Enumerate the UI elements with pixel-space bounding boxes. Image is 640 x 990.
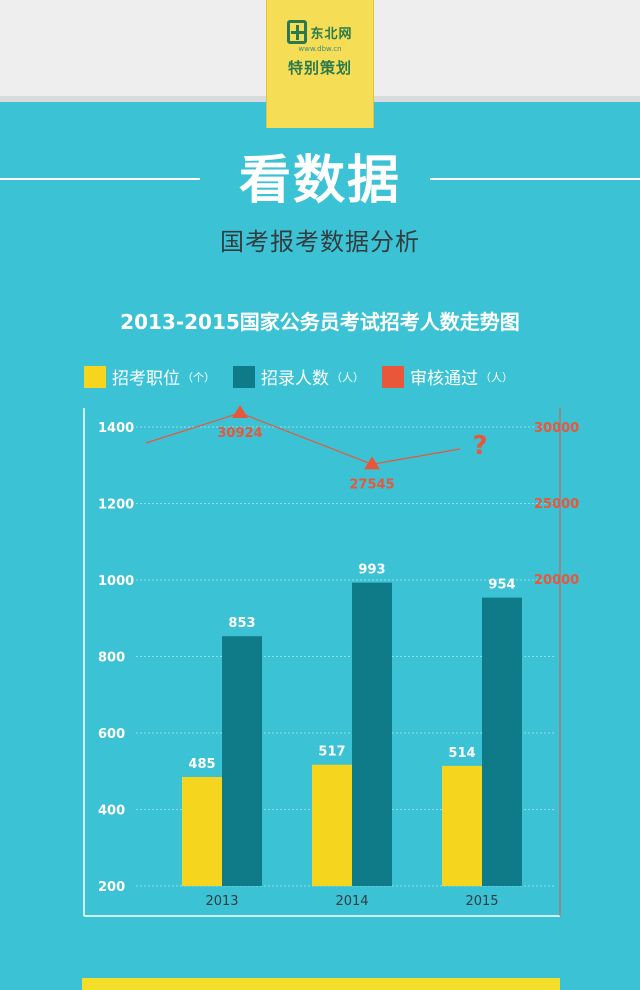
right-tick-label: 20000 <box>534 573 579 588</box>
chart-legend: 招考职位 （个） 招录人数 （人） 审核通过 （人） <box>84 364 527 389</box>
x-tick-label: 2013 <box>205 894 238 909</box>
bottom-strip <box>82 978 560 990</box>
bar-positions <box>442 765 482 886</box>
left-tick-label: 800 <box>98 651 125 666</box>
page-subtitle: 国考报考数据分析 <box>220 228 420 256</box>
logo-name: 东北网 <box>310 26 353 42</box>
left-tick-label: 1200 <box>98 498 134 513</box>
x-axis-labels: 2013 2014 2015 <box>205 894 498 909</box>
bar-value-label: 517 <box>318 745 345 760</box>
logo-url: www.dbw.cn <box>298 45 342 53</box>
legend-label-positions: 招考职位 <box>112 369 180 389</box>
dbw-logo-icon <box>287 20 308 44</box>
bar-value-label: 514 <box>448 746 475 761</box>
trend-value-label: 27545 <box>349 477 394 492</box>
bar-recruits <box>222 636 262 886</box>
right-tick-label: 25000 <box>534 497 579 512</box>
bar-recruits <box>352 582 392 886</box>
legend-unit-approved: （人） <box>480 370 513 384</box>
legend-swatch-positions <box>84 365 106 388</box>
left-tick-label: 1400 <box>98 421 134 436</box>
bar-value-label: 485 <box>188 757 215 772</box>
badge-text: 特别策划 <box>287 59 352 77</box>
left-tick-label: 600 <box>98 727 125 742</box>
legend-item-positions: 招考职位 （个） <box>84 364 215 389</box>
bar-recruits <box>482 597 522 886</box>
approved-trend-line: 30924 27545? <box>145 404 488 492</box>
legend-label-recruits: 招录人数 <box>261 369 329 389</box>
unknown-value-label: ? <box>472 431 487 461</box>
legend-swatch-approved <box>382 365 404 388</box>
legend-item-approved: 审核通过 （人） <box>382 364 513 389</box>
right-tick-label: 30000 <box>534 421 579 436</box>
legend-unit-recruits: （人） <box>331 370 364 384</box>
trend-point <box>232 404 248 418</box>
chart-title: 2013-2015国家公务员考试招考人数走势图 <box>120 310 520 334</box>
chart-bars: 485 853 517 993 514 954 <box>182 563 522 886</box>
page-title: 看数据 <box>238 151 401 211</box>
left-tick-label: 400 <box>98 804 125 819</box>
left-axis-ticks: 200 400 600 800 1000 1200 1400 <box>98 421 134 895</box>
legend-item-recruits: 招录人数 （人） <box>233 364 364 389</box>
hero-divider-left <box>0 178 200 180</box>
x-tick-label: 2014 <box>335 894 368 909</box>
bar-positions <box>312 764 352 886</box>
bar-value-label: 993 <box>358 563 385 578</box>
legend-unit-positions: （个） <box>182 370 215 384</box>
right-axis-ticks: 20000 25000 30000 <box>534 421 579 588</box>
legend-label-approved: 审核通过 <box>410 369 478 389</box>
special-feature-badge: 东北网 www.dbw.cn 特别策划 <box>266 0 374 128</box>
hero-divider-right <box>430 178 640 180</box>
trend-value-label: 30924 <box>217 426 262 441</box>
bar-value-label: 954 <box>488 578 515 593</box>
left-tick-label: 200 <box>98 880 125 895</box>
trend-point <box>364 456 380 470</box>
x-tick-label: 2015 <box>465 894 498 909</box>
bar-value-label: 853 <box>228 616 255 631</box>
legend-swatch-recruits <box>233 365 255 388</box>
trend-line <box>145 412 461 465</box>
left-tick-label: 1000 <box>98 574 134 589</box>
bar-positions <box>182 776 222 886</box>
